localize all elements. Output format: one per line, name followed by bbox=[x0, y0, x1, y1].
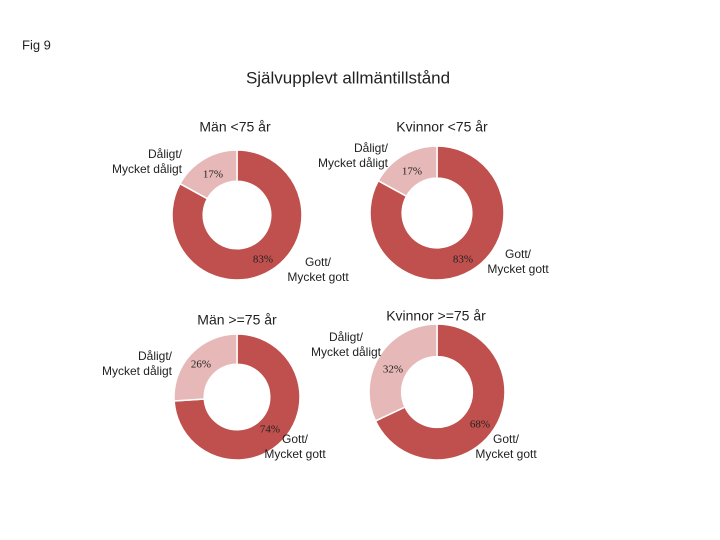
category-label: Dåligt/ Mycket dåligt bbox=[101, 349, 172, 378]
donut-slice bbox=[173, 333, 301, 461]
chart-title: Kvinnor >=75 år bbox=[386, 307, 486, 324]
category-label: Gott/ Mycket gott bbox=[475, 432, 537, 461]
value-label: 17% bbox=[202, 168, 224, 181]
chart-title: Män >=75 år bbox=[197, 311, 277, 328]
category-label: Gott/ Mycket gott bbox=[264, 432, 326, 461]
chart-title: Kvinnor <75 år bbox=[396, 118, 488, 135]
category-label: Gott/ Mycket gott bbox=[487, 247, 549, 276]
value-label: 83% bbox=[452, 253, 474, 266]
chart-title: Män <75 år bbox=[199, 118, 271, 135]
value-label: 26% bbox=[190, 358, 212, 371]
donut-slice bbox=[374, 323, 506, 461]
category-label: Gott/ Mycket gott bbox=[287, 255, 349, 284]
category-label: Dåligt/ Mycket dåligt bbox=[310, 330, 382, 359]
value-label: 68% bbox=[469, 418, 491, 431]
donut-slice bbox=[179, 149, 238, 200]
donut-slice bbox=[369, 145, 505, 281]
value-label: 74% bbox=[259, 423, 281, 436]
fig-label: Fig 9 bbox=[22, 37, 51, 53]
category-label: Dåligt/ Mycket dåligt bbox=[317, 141, 388, 170]
value-label: 83% bbox=[252, 253, 274, 266]
donut-slice bbox=[173, 333, 238, 402]
donut-slice bbox=[368, 323, 438, 422]
donut-slice bbox=[377, 145, 438, 198]
value-label: 17% bbox=[401, 165, 423, 178]
donut-slice bbox=[171, 149, 303, 281]
main-title: Självupplevt allmäntillstånd bbox=[245, 68, 451, 88]
category-label: Dåligt/ Mycket dåligt bbox=[111, 147, 182, 176]
value-label: 32% bbox=[382, 363, 404, 376]
